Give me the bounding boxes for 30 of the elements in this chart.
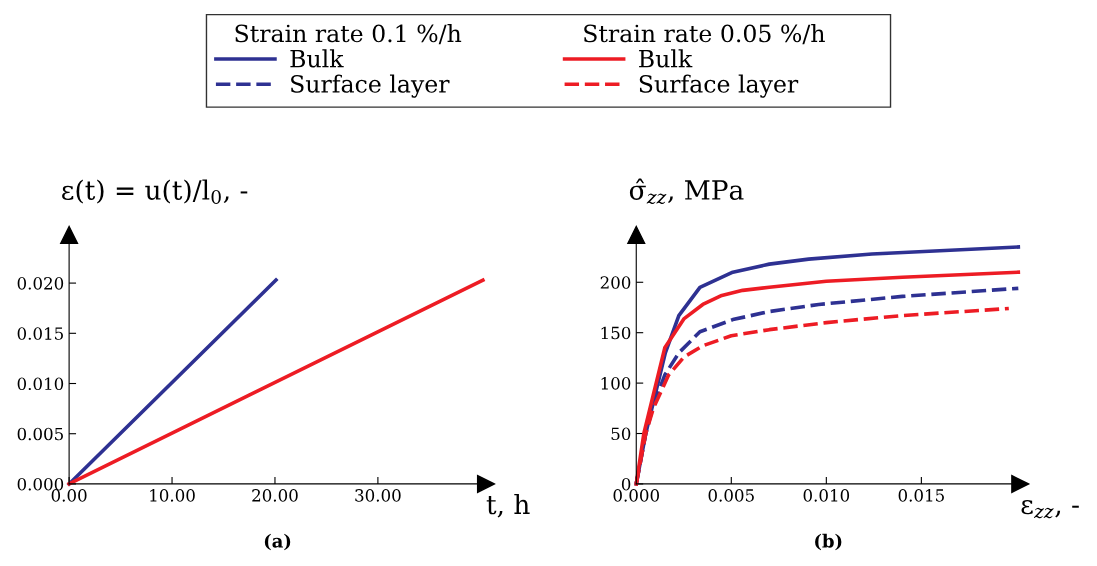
x-tick-label: 20.00 [252,489,298,502]
y-tick-label: 0.010 [17,377,64,391]
y-tick-label: 200 [600,276,631,289]
x-tick-label: 0.005 [708,489,754,502]
legend-label: Bulk [290,49,344,68]
y-tick-label: 0.015 [17,327,63,340]
y-tick-label: 0.000 [17,477,64,491]
x-tick-label: 0.010 [803,489,850,502]
y-tick-label: 50 [611,427,631,441]
y-axis-title: ε(t) = u(t)/l$_{0}$, - [62,179,248,204]
y-tick-label: 0.005 [17,427,63,441]
y-tick-label: 0.020 [17,277,64,290]
x-axis-title: ε$_{zz}$, - [1021,499,1079,519]
legend-label: Surface layer [291,74,450,98]
y-tick-label: 0 [621,477,631,491]
legend-label: Surface layer [639,74,799,98]
text: (a) [264,533,291,551]
y-tick-label: 100 [601,377,631,390]
text: (b) [815,533,842,551]
y-tick-label: 150 [601,326,631,340]
y-axis-title: σ̂$_{zz}$, MPa [629,178,744,205]
text: Strain rate 0.05 %/h [584,24,825,45]
x-tick-label: 0.000 [613,489,660,502]
x-axis-title: t, h [486,493,530,518]
x-tick-label: 0.00 [51,489,87,502]
legend-label: Bulk [639,49,693,68]
x-tick-label: 0.015 [898,489,944,502]
x-tick-label: 10.00 [150,489,195,502]
text: Strain rate 0.1 %/h [235,24,462,45]
x-tick-label: 30.00 [355,489,401,502]
